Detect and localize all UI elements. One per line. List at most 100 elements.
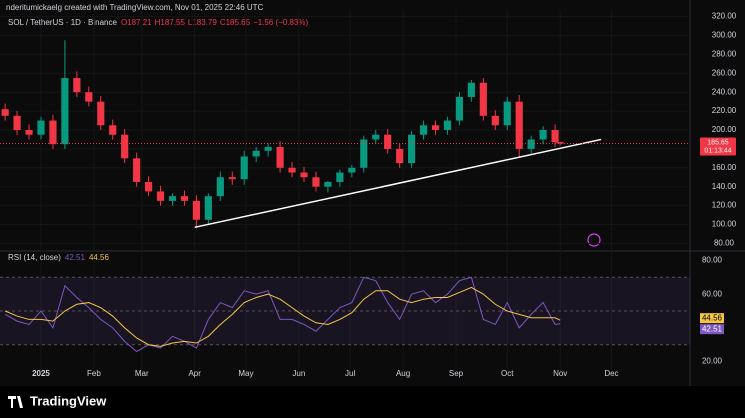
- candle-body: [37, 120, 45, 135]
- candle-body: [431, 125, 440, 130]
- x-tick-label: Jun: [292, 369, 305, 378]
- candle-body: [240, 156, 248, 180]
- candle-body: [455, 96, 464, 121]
- x-tick-label: Nov: [553, 369, 567, 378]
- ohlc-value: −1.56 (−0.83%): [253, 18, 308, 27]
- value-label: 44.56: [702, 313, 723, 322]
- candle-body: [324, 181, 332, 187]
- candle-body: [85, 92, 93, 102]
- candle-body: [515, 101, 523, 149]
- candle-body: [97, 101, 105, 126]
- footer: [0, 386, 745, 418]
- candle-body: [288, 167, 296, 173]
- ohlc-value: C185.65: [220, 18, 251, 27]
- candle-body: [204, 196, 212, 220]
- rsi-line: [4, 276, 561, 353]
- value-label-box: [700, 324, 724, 335]
- y-tick-label: 220.00: [712, 106, 737, 115]
- candle-body: [1, 109, 9, 116]
- candle-body: [479, 82, 487, 116]
- candle-body: [168, 196, 177, 201]
- y-tick-label: 160.00: [712, 163, 737, 172]
- candle-body: [491, 115, 499, 126]
- candle-body: [556, 142, 564, 144]
- y-tick-label: 80.00: [714, 238, 735, 247]
- price-label-box: [700, 137, 736, 156]
- legend-value: 44.56: [89, 253, 110, 262]
- candle-body: [336, 172, 344, 182]
- candle-body: [264, 147, 272, 151]
- x-tick-label: Sep: [449, 369, 464, 378]
- logo: [8, 396, 23, 408]
- x-tick-label: Mar: [135, 369, 149, 378]
- x-tick-label: Aug: [396, 369, 410, 378]
- ohlc-value: O187.21: [121, 18, 152, 27]
- y-tick-label: 60.00: [702, 289, 723, 298]
- x-tick-label: Jul: [345, 369, 355, 378]
- y-tick-label: 320.00: [712, 12, 737, 21]
- y-tick-label: 200.00: [712, 125, 737, 134]
- ohlc-value: L183.79: [188, 18, 217, 27]
- candle-body: [503, 101, 511, 126]
- candle-body: [467, 82, 475, 97]
- credit: nderitumickaelg created with TradingView…: [6, 3, 264, 12]
- y-tick-label: 260.00: [712, 68, 737, 77]
- x-tick-label: May: [238, 369, 253, 378]
- candle-body: [252, 150, 260, 157]
- y-tick-label: 80.00: [702, 256, 723, 265]
- candle-body: [312, 177, 320, 187]
- candle-body: [408, 134, 416, 164]
- candle-body: [360, 139, 368, 168]
- value-label-box: [700, 313, 724, 324]
- y-tick-label: 120.00: [712, 201, 737, 210]
- y-tick-label: 140.00: [712, 182, 737, 191]
- x-tick-label: Apr: [188, 369, 201, 378]
- y-tick-label: 300.00: [712, 31, 737, 40]
- symbol: SOL / TetherUS · 1D · Binance: [8, 18, 117, 27]
- legend-value: 42.51: [65, 253, 86, 262]
- candle-body: [384, 134, 392, 149]
- candle-body: [13, 115, 21, 130]
- x-tick-label: Oct: [501, 369, 514, 378]
- y-tick-label: 240.00: [712, 87, 737, 96]
- candle-body: [300, 172, 308, 178]
- candle-body: [419, 125, 428, 135]
- candle-body: [443, 120, 452, 130]
- candle-body: [180, 196, 189, 201]
- candle-body: [396, 148, 404, 164]
- candle-body: [539, 130, 547, 140]
- candle-body: [133, 158, 141, 182]
- x-tick-label: 2025: [32, 369, 50, 378]
- event-icon: [587, 233, 601, 247]
- candle-body: [73, 78, 81, 93]
- x-tick-label: Feb: [87, 369, 101, 378]
- trendline: [194, 138, 602, 229]
- candle-body: [156, 191, 165, 201]
- candle-body: [25, 130, 33, 135]
- candle-body: [121, 134, 129, 159]
- x-tick-label: Dec: [604, 369, 618, 378]
- candle-body: [372, 134, 380, 140]
- candle-body: [145, 181, 153, 192]
- ohlc-value: H187.55: [155, 18, 186, 27]
- candle-body: [551, 130, 559, 143]
- pane-title: RSI (14, close): [8, 253, 61, 262]
- candle-body: [348, 167, 356, 173]
- candle-body: [61, 78, 69, 145]
- y-tick-label: 20.00: [702, 357, 723, 366]
- value-label: 42.51: [702, 324, 723, 333]
- y-tick-label: 280.00: [712, 50, 737, 59]
- candle-body: [192, 200, 200, 220]
- rsi-line: [4, 286, 561, 347]
- candle-body: [49, 120, 57, 145]
- countdown: 01:13:44: [704, 147, 731, 154]
- y-tick-label: 100.00: [712, 220, 737, 229]
- candle-body: [109, 125, 117, 135]
- candle-body: [228, 177, 236, 180]
- candle-body: [527, 139, 535, 149]
- price-label: 185.65: [707, 139, 729, 146]
- candle-body: [276, 147, 284, 168]
- brand: TradingView: [30, 393, 107, 408]
